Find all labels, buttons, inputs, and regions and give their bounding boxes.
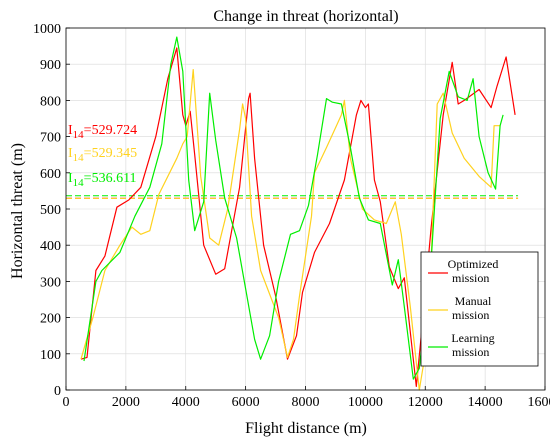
y-tick-label: 0	[54, 384, 61, 399]
legend-label-line2: mission	[452, 271, 489, 285]
x-tick-label: 16000	[528, 395, 550, 410]
plot-frame	[65, 27, 546, 391]
y-tick-label: 400	[40, 239, 61, 254]
reference-lines	[66, 195, 519, 199]
y-axis-label: Horizontal threat (m)	[9, 143, 26, 279]
legend-label-line1: Optimized	[448, 257, 499, 271]
x-axis-label: Flight distance (m)	[245, 420, 367, 437]
y-tick-label: 900	[40, 58, 61, 73]
annotation-label: I14=529.345	[68, 146, 137, 164]
y-tick-label: 700	[40, 131, 61, 146]
x-tick-label: 4000	[172, 395, 200, 410]
x-tick-label: 12000	[408, 395, 443, 410]
y-tick-label: 800	[40, 94, 61, 109]
x-tick-label: 8000	[292, 395, 320, 410]
series-line-learning	[83, 36, 504, 380]
legend-label-line2: mission	[452, 308, 489, 322]
y-tick-label: 100	[40, 348, 61, 363]
y-tick-label: 1000	[33, 22, 61, 37]
annotation-label: I14=536.611	[68, 171, 137, 189]
annotations: I14=529.724 I14=529.345 I14=536.611	[68, 123, 137, 189]
legend-label-line1: Learning	[451, 331, 494, 345]
y-tick-label: 300	[40, 275, 61, 290]
annotation-label: I14=529.724	[68, 123, 137, 141]
x-tick-label: 14000	[468, 395, 503, 410]
x-tick-label: 10000	[348, 395, 383, 410]
x-tick-label: 2000	[112, 395, 140, 410]
y-tick-label: 600	[40, 167, 61, 182]
legend: OptimizedmissionManualmissionLearningmis…	[420, 251, 539, 367]
y-tick-label: 500	[40, 203, 61, 218]
y-tick-label: 200	[40, 312, 61, 327]
legend-label-line2: mission	[452, 345, 489, 359]
x-tick-label: 0	[63, 395, 70, 410]
x-tick-label: 6000	[232, 395, 260, 410]
legend-label-line1: Manual	[455, 294, 492, 308]
chart-title: Change in threat (horizontal)	[213, 8, 398, 25]
tick-labels: 0 2000 4000 6000 8000 10000 12000 14000 16000 0 10…	[33, 22, 550, 410]
